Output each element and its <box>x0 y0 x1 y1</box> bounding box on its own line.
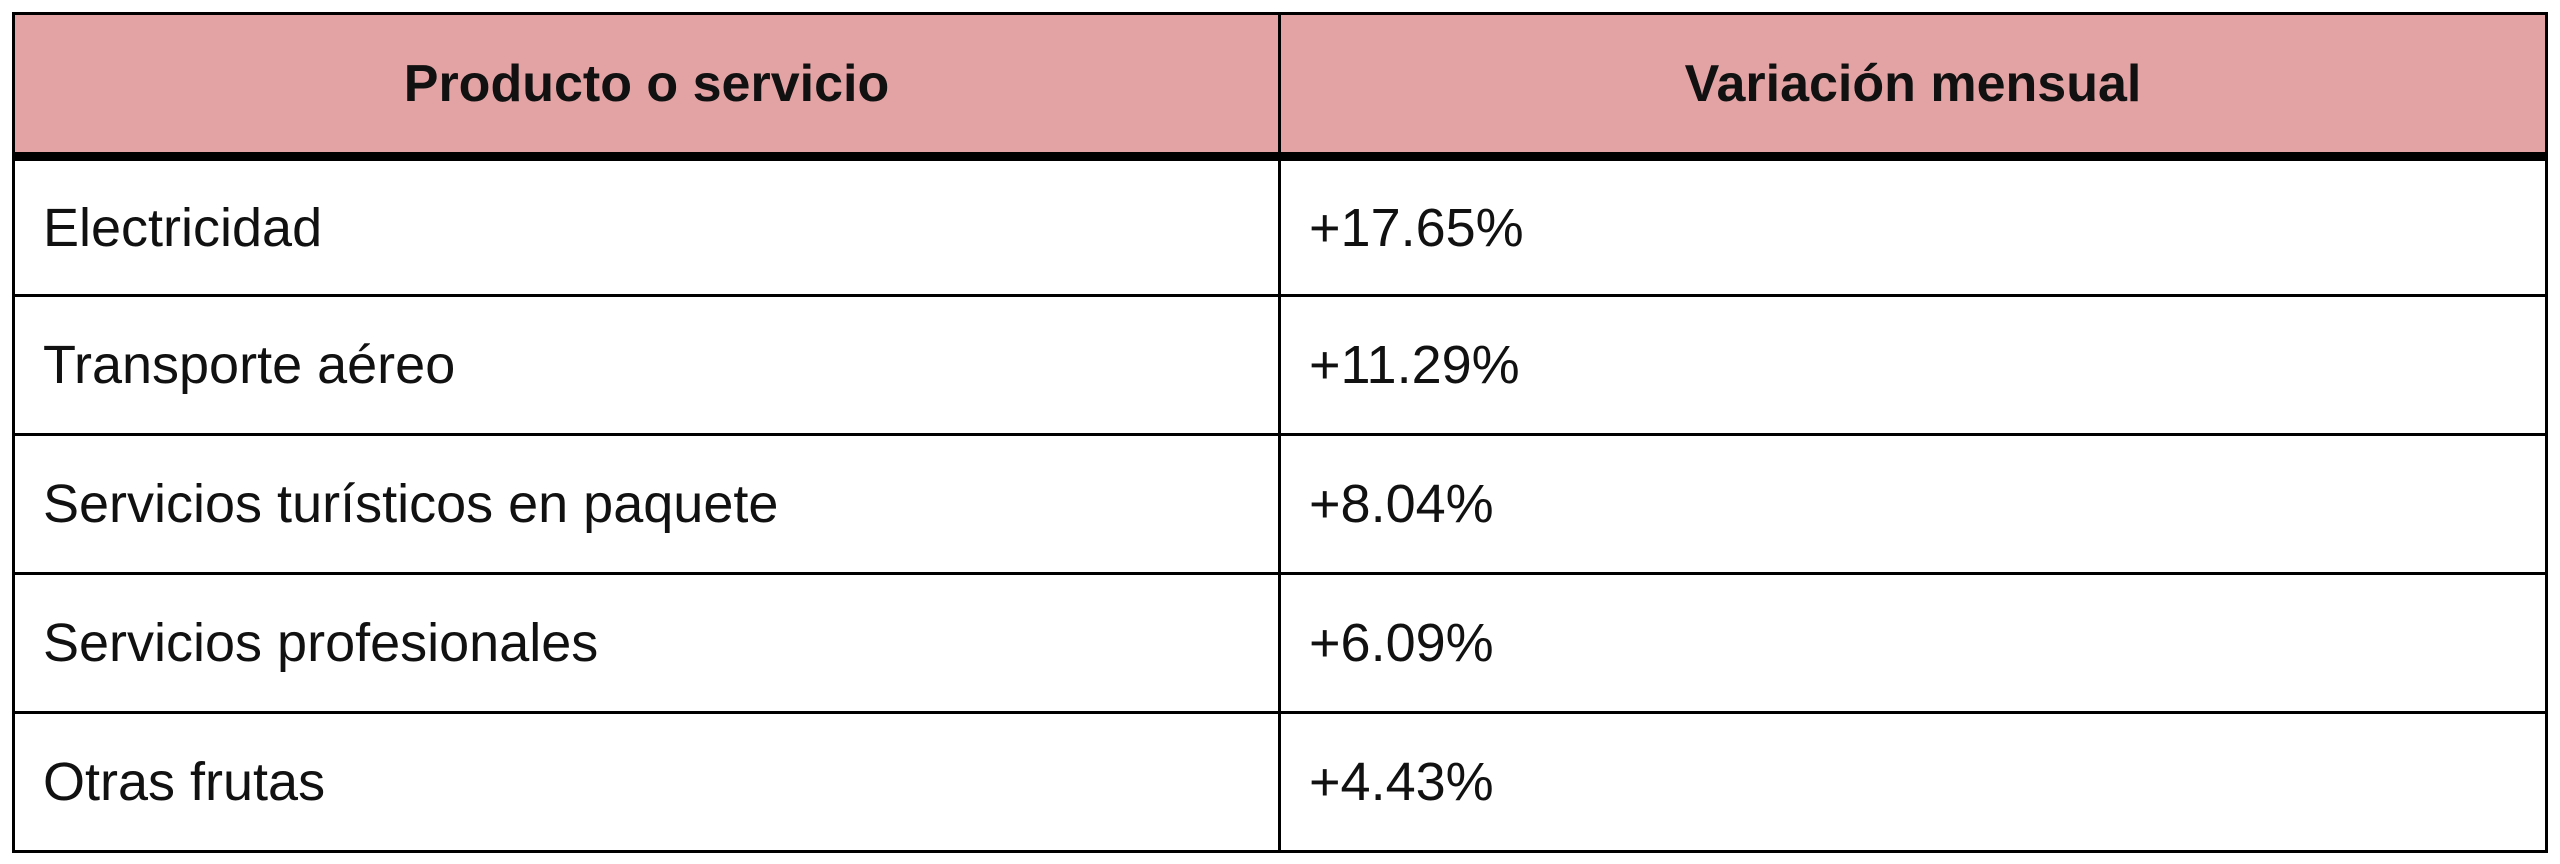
data-table: Producto o servicio Variación mensual Ele… <box>12 12 2548 853</box>
product-cell: Electricidad <box>12 155 1281 297</box>
variation-cell: +4.43% <box>1278 711 2548 853</box>
product-cell: Servicios profesionales <box>12 572 1281 714</box>
header-cell: Variación mensual <box>1278 12 2548 161</box>
product-cell: Servicios turísticos en paquete <box>12 433 1281 575</box>
variation-cell: +11.29% <box>1278 294 2548 436</box>
table-row: Servicios profesionales +6.09% <box>12 572 2548 714</box>
table-body: Electricidad +17.65% Transporte aéreo +11.2… <box>12 155 2548 853</box>
product-cell: Otras frutas <box>12 711 1281 853</box>
table-row: Transporte aéreo +11.29% <box>12 294 2548 436</box>
header-cell: Producto o servicio <box>12 12 1281 161</box>
product-cell: Transporte aéreo <box>12 294 1281 436</box>
table-row: Servicios turísticos en paquete +8.04% <box>12 433 2548 575</box>
variation-cell: +17.65% <box>1278 155 2548 297</box>
header-row: Producto o servicio Variación mensual <box>12 12 2548 161</box>
table-row: Otras frutas +4.43% <box>12 711 2548 853</box>
variation-cell: +8.04% <box>1278 433 2548 575</box>
variation-cell: +6.09% <box>1278 572 2548 714</box>
table-row: Electricidad +17.65% <box>12 155 2548 297</box>
